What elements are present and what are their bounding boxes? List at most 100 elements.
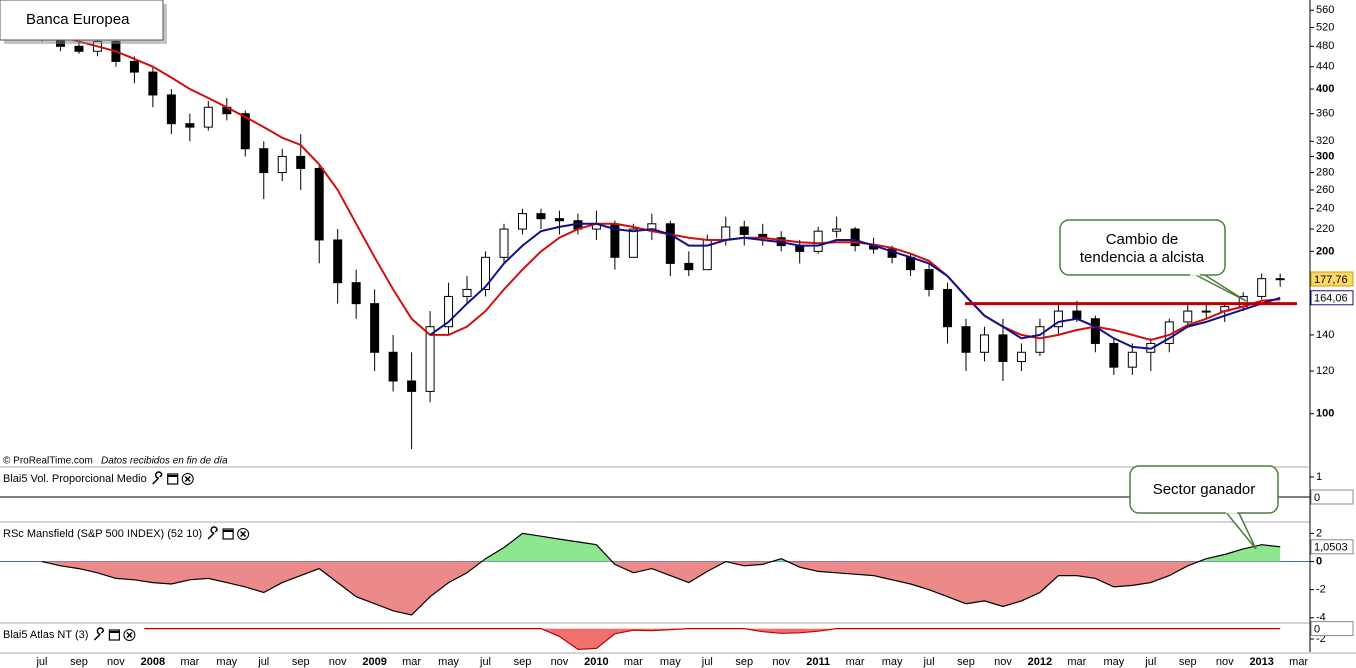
candle-body	[499, 228, 509, 258]
candle-body	[296, 155, 306, 169]
window-icon[interactable]	[108, 629, 120, 641]
value-box-label: 177,76	[1314, 274, 1348, 286]
y-tick-label: 560	[1316, 4, 1334, 16]
candle-body	[684, 262, 694, 271]
x-tick-label: mar	[180, 656, 199, 668]
y-tick-label: 200	[1316, 245, 1334, 257]
y-tick-label: 360	[1316, 108, 1334, 120]
x-tick-label: nov	[772, 656, 790, 668]
x-tick-label: jul	[923, 656, 935, 668]
candle-body	[1053, 310, 1063, 328]
x-tick-label: sep	[292, 656, 310, 668]
candle-body	[739, 226, 749, 235]
candle-body	[1127, 351, 1137, 368]
y-tick-label: 100	[1316, 408, 1334, 420]
callout-text: Sector ganador	[1153, 481, 1256, 498]
window-icon[interactable]	[222, 528, 234, 540]
candle-body	[979, 334, 989, 353]
x-tick-label: sep	[514, 656, 532, 668]
candle-body	[185, 123, 195, 128]
close-icon-x	[240, 530, 247, 538]
y-tick-label: -2	[1316, 633, 1326, 645]
x-tick-label: jul	[1144, 656, 1156, 668]
x-tick-label: 2008	[141, 656, 165, 668]
x-tick-label: 2011	[806, 656, 830, 668]
x-tick-label: 2013	[1249, 656, 1273, 668]
candle-body	[240, 113, 250, 150]
settings-icon[interactable]	[207, 526, 218, 540]
x-tick-label: mar	[846, 656, 865, 668]
candle-body	[832, 228, 842, 232]
y-tick-label: -4	[1316, 612, 1326, 624]
settings-icon[interactable]	[93, 627, 105, 641]
candle-body	[1035, 326, 1045, 353]
candle-body	[333, 239, 343, 284]
panel-title-bg	[0, 627, 145, 643]
area-positive	[481, 533, 1281, 562]
candle-body	[1109, 342, 1119, 368]
y-tick-label: 2	[1316, 527, 1322, 539]
settings-icon[interactable]	[152, 471, 163, 485]
value-box	[1310, 539, 1354, 555]
candle-body	[314, 167, 324, 241]
value-box-label: 0	[1314, 624, 1320, 636]
callout-tail	[1224, 510, 1257, 550]
value-box	[1310, 489, 1354, 505]
value-box	[1310, 271, 1354, 287]
candle-body	[924, 269, 934, 290]
y-tick-label: 1	[1316, 471, 1322, 483]
x-tick-label: nov	[329, 656, 347, 668]
x-tick-label: 2009	[362, 656, 386, 668]
x-tick-label: may	[438, 656, 459, 668]
x-tick-label: sep	[735, 656, 753, 668]
window-icon[interactable]	[167, 473, 179, 485]
candle-body	[628, 228, 638, 258]
y-tick-label: 520	[1316, 21, 1334, 33]
x-tick-label: jul	[35, 656, 47, 668]
candle-body	[370, 303, 380, 353]
title-box	[0, 0, 164, 41]
candle-body	[129, 60, 139, 73]
y-tick-label: 240	[1316, 203, 1334, 215]
x-tick-label: sep	[70, 656, 88, 668]
plot-layer	[0, 27, 1310, 654]
moving-average	[41, 31, 1281, 342]
x-tick-label: may	[660, 656, 681, 668]
callout-box	[1059, 219, 1226, 276]
y-tick-label: -2	[1316, 584, 1326, 596]
candle-body	[1072, 310, 1082, 320]
candle-body	[203, 106, 213, 128]
x-tick-label: nov	[994, 656, 1012, 668]
candle-body	[517, 213, 527, 230]
x-tick-label: mar	[1289, 656, 1308, 668]
value-box-label: 1,0503	[1314, 542, 1348, 554]
indicator-line	[41, 532, 1281, 616]
y-tick-label: 0	[1316, 555, 1322, 567]
chart-title: Banca Europea	[26, 11, 130, 28]
value-box	[1310, 621, 1354, 637]
candle-body	[166, 94, 176, 125]
close-icon-x	[126, 631, 133, 639]
candle-body	[1201, 310, 1211, 313]
x-tick-label: jul	[257, 656, 269, 668]
x-tick-label: may	[1103, 656, 1124, 668]
candle-body	[1275, 278, 1285, 281]
x-tick-label: sep	[1179, 656, 1197, 668]
panel-title: Blai5 Vol. Proporcional Medio	[3, 473, 147, 485]
candle-body	[998, 334, 1008, 362]
candle-body	[850, 228, 860, 247]
y-tick-label: 480	[1316, 40, 1334, 52]
candle-body	[1090, 318, 1100, 344]
y-tick-label: 220	[1316, 223, 1334, 235]
y-tick-label: 280	[1316, 166, 1334, 178]
panel-title-bg	[0, 526, 259, 542]
candle-body	[277, 155, 287, 174]
candle-body	[721, 226, 731, 241]
x-tick-label: may	[882, 656, 903, 668]
y-tick-label: 300	[1316, 150, 1334, 162]
candle-body	[943, 288, 953, 328]
candle-body	[351, 282, 361, 305]
x-tick-label: mar	[624, 656, 643, 668]
x-tick-label: nov	[551, 656, 569, 668]
candle-body	[74, 45, 84, 52]
